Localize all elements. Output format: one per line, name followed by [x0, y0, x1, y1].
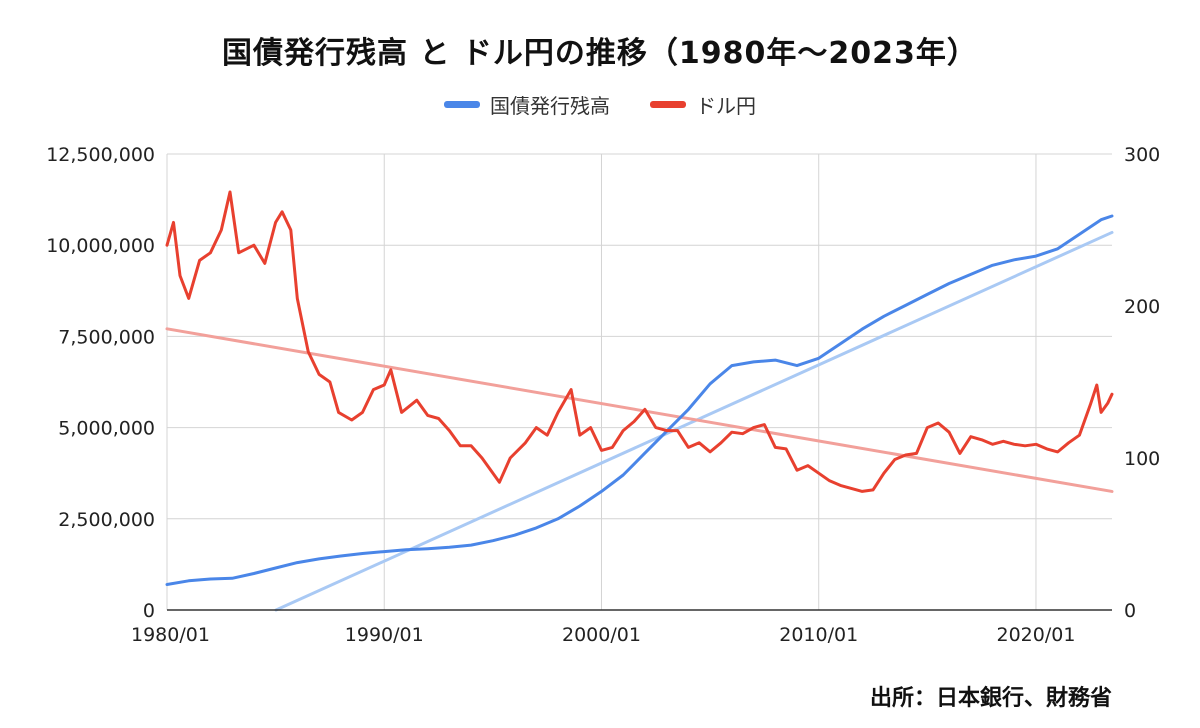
y-right-tick-label: 0 [1124, 600, 1136, 622]
legend: 国債発行残高 ドル円 [0, 90, 1200, 119]
x-tick-label: 2010/01 [779, 624, 858, 646]
y-right-tick-label: 200 [1124, 296, 1160, 318]
series-line-debt [165, 214, 1114, 586]
legend-entry-usdjpy[interactable]: ドル円 [650, 90, 756, 119]
trendline-usdjpy [165, 327, 1114, 493]
legend-swatch-usdjpy [650, 101, 686, 108]
x-tick-label: 2020/01 [996, 624, 1075, 646]
legend-entry-debt[interactable]: 国債発行残高 [444, 90, 610, 119]
y-right-tick-label: 300 [1124, 144, 1160, 166]
y-left-tick-label: 12,500,000 [46, 144, 155, 166]
y-left-tick-label: 2,500,000 [58, 509, 155, 531]
trendline-layer [165, 230, 1114, 612]
axis-layer: 0 2,500,000 5,000,000 7,500,000 10,000,000 12… [46, 144, 1160, 646]
grid-layer [166, 153, 1112, 610]
legend-label-debt: 国債発行残高 [490, 94, 610, 118]
x-tick-label: 2000/01 [562, 624, 641, 646]
source-note: 出所：日本銀行、財務省 [869, 686, 1112, 711]
legend-label-usdjpy: ドル円 [696, 94, 756, 118]
y-left-tick-label: 0 [143, 600, 155, 622]
legend-swatch-debt [444, 101, 480, 108]
x-tick-label: 1980/01 [131, 624, 210, 646]
y-left-tick-label: 10,000,000 [46, 235, 155, 257]
x-tick-label: 1990/01 [345, 624, 424, 646]
y-left-tick-label: 7,500,000 [58, 326, 155, 348]
series-layer [165, 190, 1114, 586]
trendline-debt [274, 230, 1114, 612]
y-right-tick-label: 100 [1124, 448, 1160, 470]
y-left-tick-label: 5,000,000 [58, 418, 155, 440]
series-line-usdjpy [165, 190, 1114, 493]
chart-title: 国債発行残高 と ドル円の推移（1980年～2023年） [222, 36, 978, 71]
